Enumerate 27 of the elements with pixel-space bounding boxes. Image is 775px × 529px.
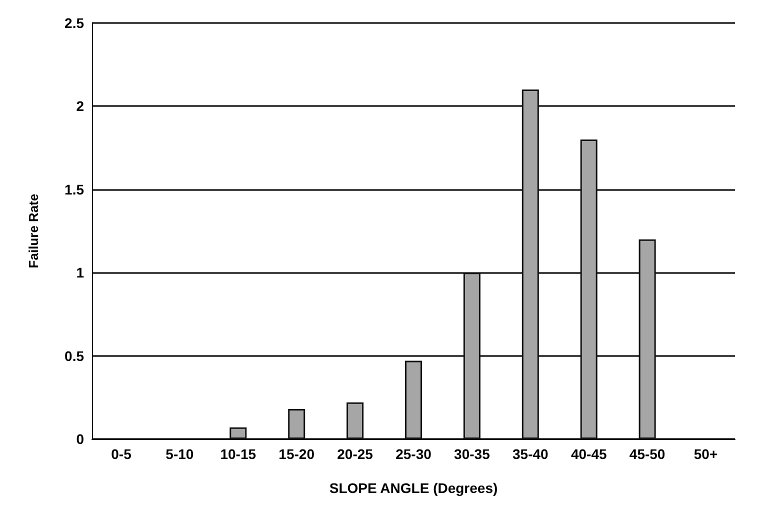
y-tick-label: 0.5 xyxy=(64,348,84,364)
x-tick-label: 20-25 xyxy=(337,446,374,462)
x-tick-label: 5-10 xyxy=(166,446,194,462)
bar xyxy=(230,427,247,439)
x-tick-label: 45-50 xyxy=(629,446,666,462)
x-tick-label: 0-5 xyxy=(111,446,132,462)
bar xyxy=(522,90,539,439)
bar xyxy=(580,139,598,439)
bar xyxy=(288,409,306,439)
x-tick-label: 35-40 xyxy=(512,446,549,462)
bar xyxy=(463,272,480,439)
x-tick-label: 25-30 xyxy=(396,446,432,462)
bar xyxy=(638,239,656,439)
y-tick-label: 1 xyxy=(76,264,84,281)
y-tick-label: 0 xyxy=(76,431,84,447)
x-tick-label: 10-15 xyxy=(220,446,256,462)
x-tick-label: 50+ xyxy=(694,446,718,462)
x-tick-label: 15-20 xyxy=(278,446,315,462)
y-tick-label: 1.5 xyxy=(64,181,84,198)
y-axis-title: Failure Rate xyxy=(26,194,41,268)
y-tick-label: 2 xyxy=(76,98,84,114)
bar xyxy=(346,402,364,439)
x-tick-label: 30-35 xyxy=(454,446,490,462)
x-axis-title: SLOPE ANGLE (Degrees) xyxy=(329,480,498,496)
x-tick-label: 40-45 xyxy=(570,446,607,462)
bar xyxy=(405,360,422,439)
y-tick-label: 2.5 xyxy=(64,15,84,31)
